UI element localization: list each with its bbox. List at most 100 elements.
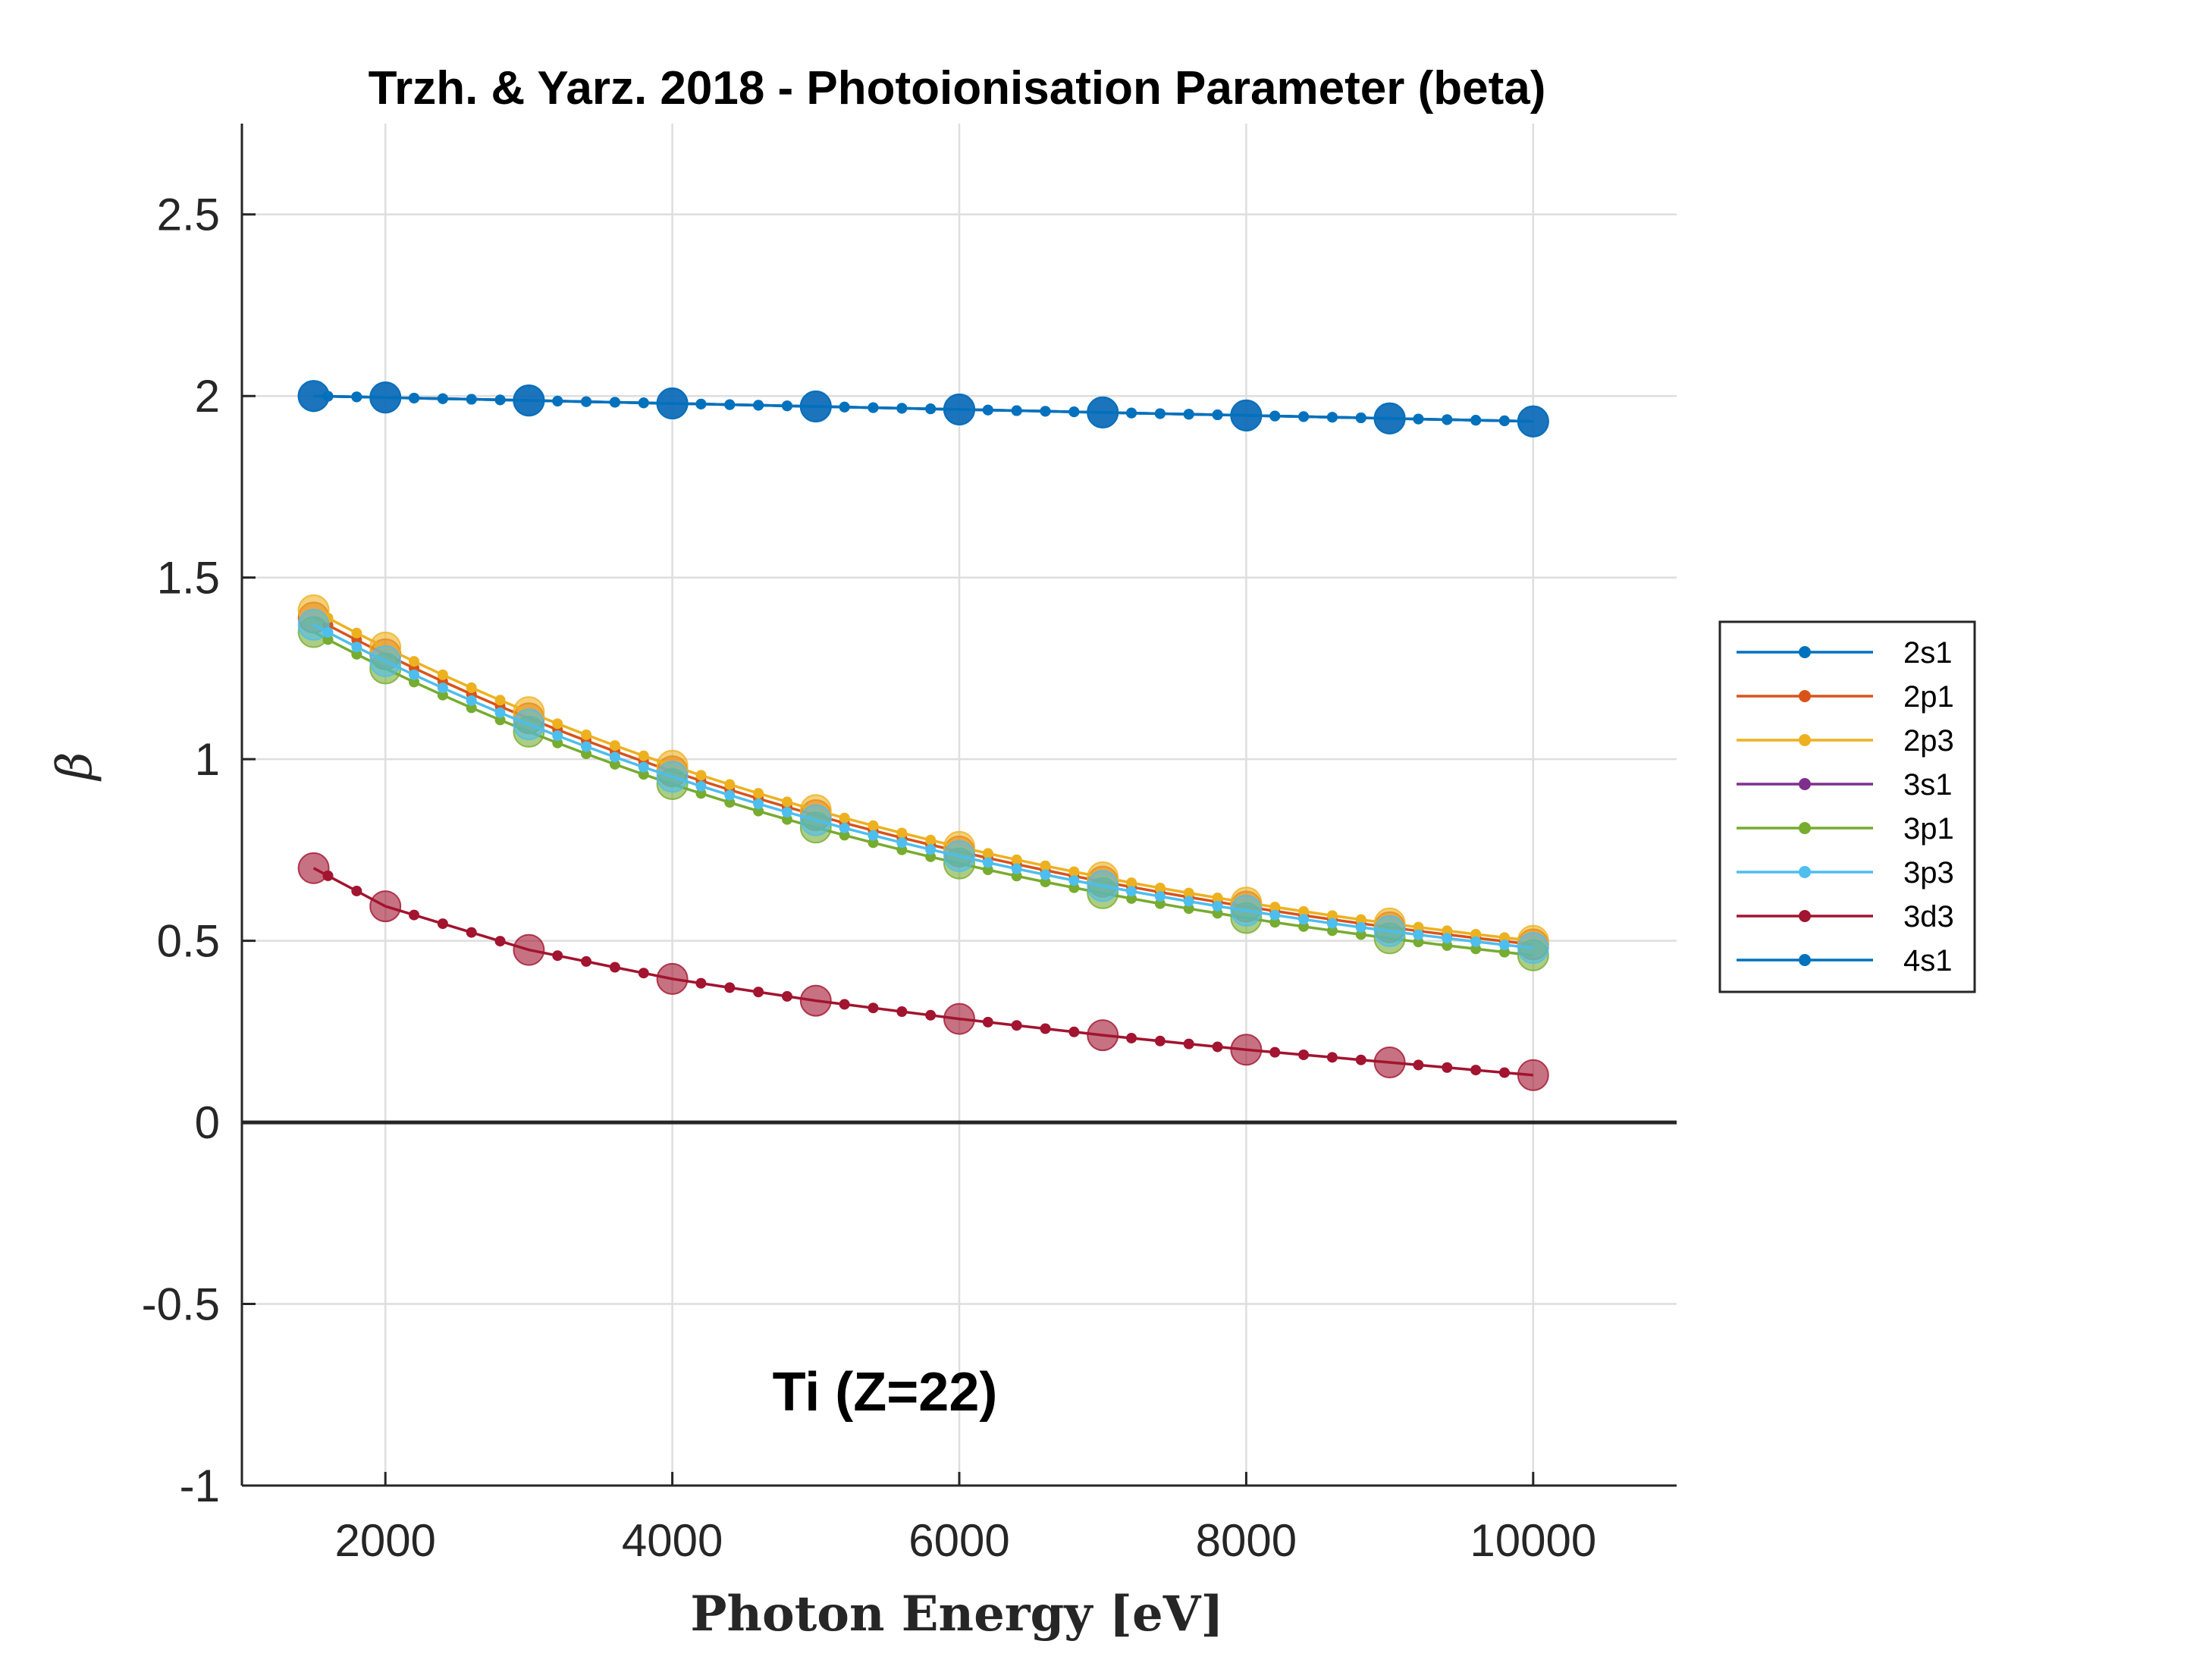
data-point — [351, 627, 362, 639]
data-point — [1442, 925, 1453, 937]
legend-label: 3s1 — [1903, 768, 1953, 802]
data-point — [695, 788, 707, 799]
data-point — [437, 669, 448, 680]
data-point-large — [943, 840, 975, 873]
data-point — [1470, 928, 1482, 940]
data-point-large — [513, 708, 545, 741]
data-point — [1154, 891, 1166, 902]
data-point — [1498, 1067, 1510, 1078]
data-point — [925, 1009, 937, 1021]
data-point-large — [656, 761, 689, 793]
data-point — [1470, 1065, 1482, 1076]
series-3p3 — [297, 608, 1549, 965]
legend-label: 2p3 — [1903, 724, 1954, 758]
data-point-large — [1373, 402, 1406, 435]
data-point — [1040, 406, 1051, 417]
data-point — [1040, 1023, 1051, 1034]
legend-item-3p1: 3p1 — [1737, 812, 1954, 846]
y-tick-label: -0.5 — [142, 1279, 220, 1330]
data-point — [351, 391, 362, 403]
data-point — [896, 837, 908, 849]
data-point — [1355, 1054, 1366, 1065]
data-point-large — [1087, 1019, 1119, 1052]
data-point-large — [799, 804, 832, 836]
y-tick-labels: -1 -0.5 0 0.5 1 1.5 2 2.5 — [142, 190, 220, 1511]
data-point — [868, 830, 879, 841]
plot-area — [240, 124, 1677, 1487]
data-point — [781, 814, 792, 825]
data-point — [1040, 869, 1051, 880]
data-point-large — [369, 381, 402, 414]
data-point — [1470, 943, 1482, 955]
data-point — [351, 642, 362, 653]
data-point — [1011, 854, 1022, 865]
data-point — [409, 676, 420, 688]
series-layer — [297, 380, 1549, 1091]
chart-title: Trzh. & Yarz. 2018 - Photoionisation Par… — [369, 62, 1546, 115]
data-point — [1298, 905, 1310, 917]
data-point — [982, 848, 993, 859]
element-annotation: Ti (Z=22) — [773, 1362, 998, 1423]
data-point — [581, 396, 592, 407]
data-point — [925, 851, 937, 862]
data-point — [724, 982, 736, 993]
data-point — [753, 788, 764, 799]
data-point — [1298, 1049, 1310, 1060]
data-point-large — [297, 608, 330, 641]
data-point — [1442, 1062, 1453, 1073]
legend-label: 2s1 — [1903, 636, 1953, 670]
data-point — [868, 820, 879, 831]
data-point — [1326, 925, 1338, 937]
legend-label: 3p3 — [1903, 856, 1954, 890]
y-tick-label: 0.5 — [157, 916, 220, 967]
legend-item-3d3: 3d3 — [1737, 900, 1954, 933]
data-point — [494, 394, 506, 406]
data-point — [1355, 914, 1366, 925]
axes-frame — [240, 124, 1677, 1487]
legend-marker — [1799, 954, 1811, 966]
data-point — [351, 885, 362, 896]
data-point — [868, 1003, 879, 1014]
data-point — [581, 748, 592, 760]
legend-marker — [1799, 866, 1811, 878]
data-point — [494, 695, 506, 706]
data-point-large — [513, 384, 545, 417]
data-point — [1126, 893, 1137, 904]
data-point — [1298, 914, 1310, 925]
data-point — [1154, 882, 1166, 893]
data-point — [1068, 882, 1080, 893]
data-point — [1498, 940, 1510, 951]
data-point — [437, 682, 448, 694]
data-point — [781, 990, 792, 1002]
y-tick-label: 1 — [195, 734, 220, 785]
y-tick-label: -1 — [180, 1461, 220, 1511]
data-point — [839, 999, 850, 1010]
data-point — [781, 807, 792, 818]
data-point — [925, 403, 937, 415]
data-point — [552, 730, 563, 742]
legend-marker — [1799, 910, 1811, 922]
x-axis-label: Photon Energy [eV] — [690, 1586, 1223, 1643]
data-point-large — [1230, 894, 1263, 927]
data-point — [1068, 875, 1080, 886]
y-tick-label: 1.5 — [157, 553, 220, 604]
data-point — [1413, 413, 1424, 425]
data-point — [1442, 940, 1453, 951]
data-point — [1212, 900, 1223, 912]
data-point — [925, 834, 937, 846]
legend-item-2p3: 2p3 — [1737, 724, 1954, 758]
legend-marker — [1799, 778, 1811, 790]
data-point — [1154, 408, 1166, 419]
data-point — [724, 779, 736, 790]
x-tick-label: 8000 — [1196, 1515, 1297, 1566]
data-point — [1298, 921, 1310, 932]
y-tick-label: 0 — [195, 1097, 220, 1148]
data-point-large — [943, 393, 975, 425]
data-point — [1498, 415, 1510, 426]
data-point-large — [513, 933, 545, 966]
legend-label: 4s1 — [1903, 944, 1953, 977]
data-point — [1126, 886, 1137, 897]
data-point — [1269, 1046, 1281, 1058]
data-point — [466, 927, 477, 938]
